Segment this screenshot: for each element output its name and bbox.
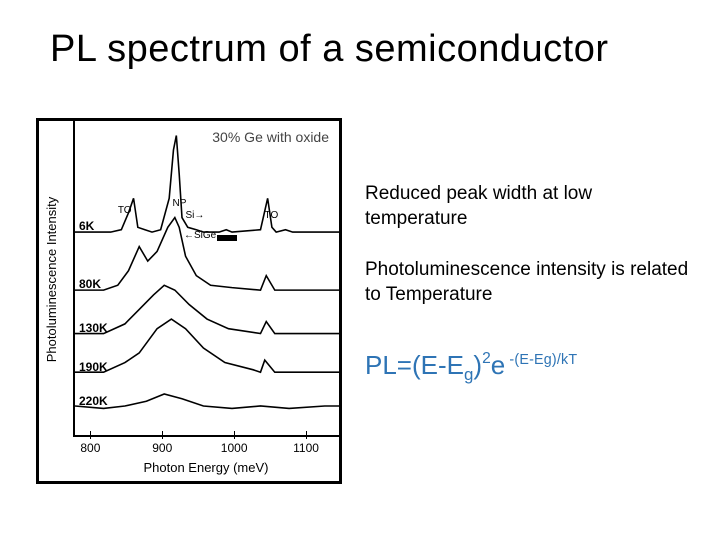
formula-b: )	[473, 350, 482, 380]
series-130K	[75, 285, 339, 333]
x-tick: 1100	[286, 441, 326, 455]
annotation: TO	[118, 205, 132, 216]
series-label-6K: 6K	[79, 219, 94, 233]
formula-lhs: PL=	[365, 350, 412, 380]
pl-curves	[75, 121, 339, 435]
formula-a: (E-E	[412, 350, 464, 380]
series-label-220K: 220K	[79, 394, 108, 408]
series-190K	[75, 319, 339, 372]
formula-sup: 2	[482, 350, 491, 367]
y-axis-label: Photoluminescence Intensity	[37, 121, 67, 437]
series-80K	[75, 218, 339, 291]
annotation: Si→	[185, 210, 204, 221]
series-220K	[75, 394, 339, 409]
x-tick: 1000	[214, 441, 254, 455]
series-label-130K: 130K	[79, 321, 108, 335]
x-tick: 900	[142, 441, 182, 455]
formula-exp: -(E-Eg)/kT	[505, 352, 577, 368]
annotation: ←SiGe	[184, 230, 216, 241]
pl-formula: PL=(E-Eg)2e -(E-Eg)/kT	[365, 350, 577, 385]
x-axis-label: Photon Energy (meV)	[73, 460, 339, 475]
y-axis-label-text: Photoluminescence Intensity	[45, 196, 60, 361]
series-label-190K: 190K	[79, 360, 108, 374]
caption-intensity-temp: Photoluminescence intensity is related t…	[365, 258, 696, 307]
formula-c: e	[491, 350, 505, 380]
marker-bar	[217, 235, 237, 241]
pl-chart: 30% Ge with oxide Photoluminescence Inte…	[36, 118, 342, 484]
plot-area: 220K 190K 130K 80K 6K NP TO TO ←SiGe Si→	[73, 121, 339, 437]
annotation: NP	[173, 198, 187, 209]
page-title: PL spectrum of a semiconductor	[50, 28, 609, 71]
formula-sub: g	[464, 365, 473, 384]
series-label-80K: 80K	[79, 277, 101, 291]
series-6K	[75, 136, 339, 233]
caption-peak-width: Reduced peak width at low temperature	[365, 182, 696, 231]
annotation: TO	[265, 210, 279, 221]
x-tick: 800	[70, 441, 110, 455]
